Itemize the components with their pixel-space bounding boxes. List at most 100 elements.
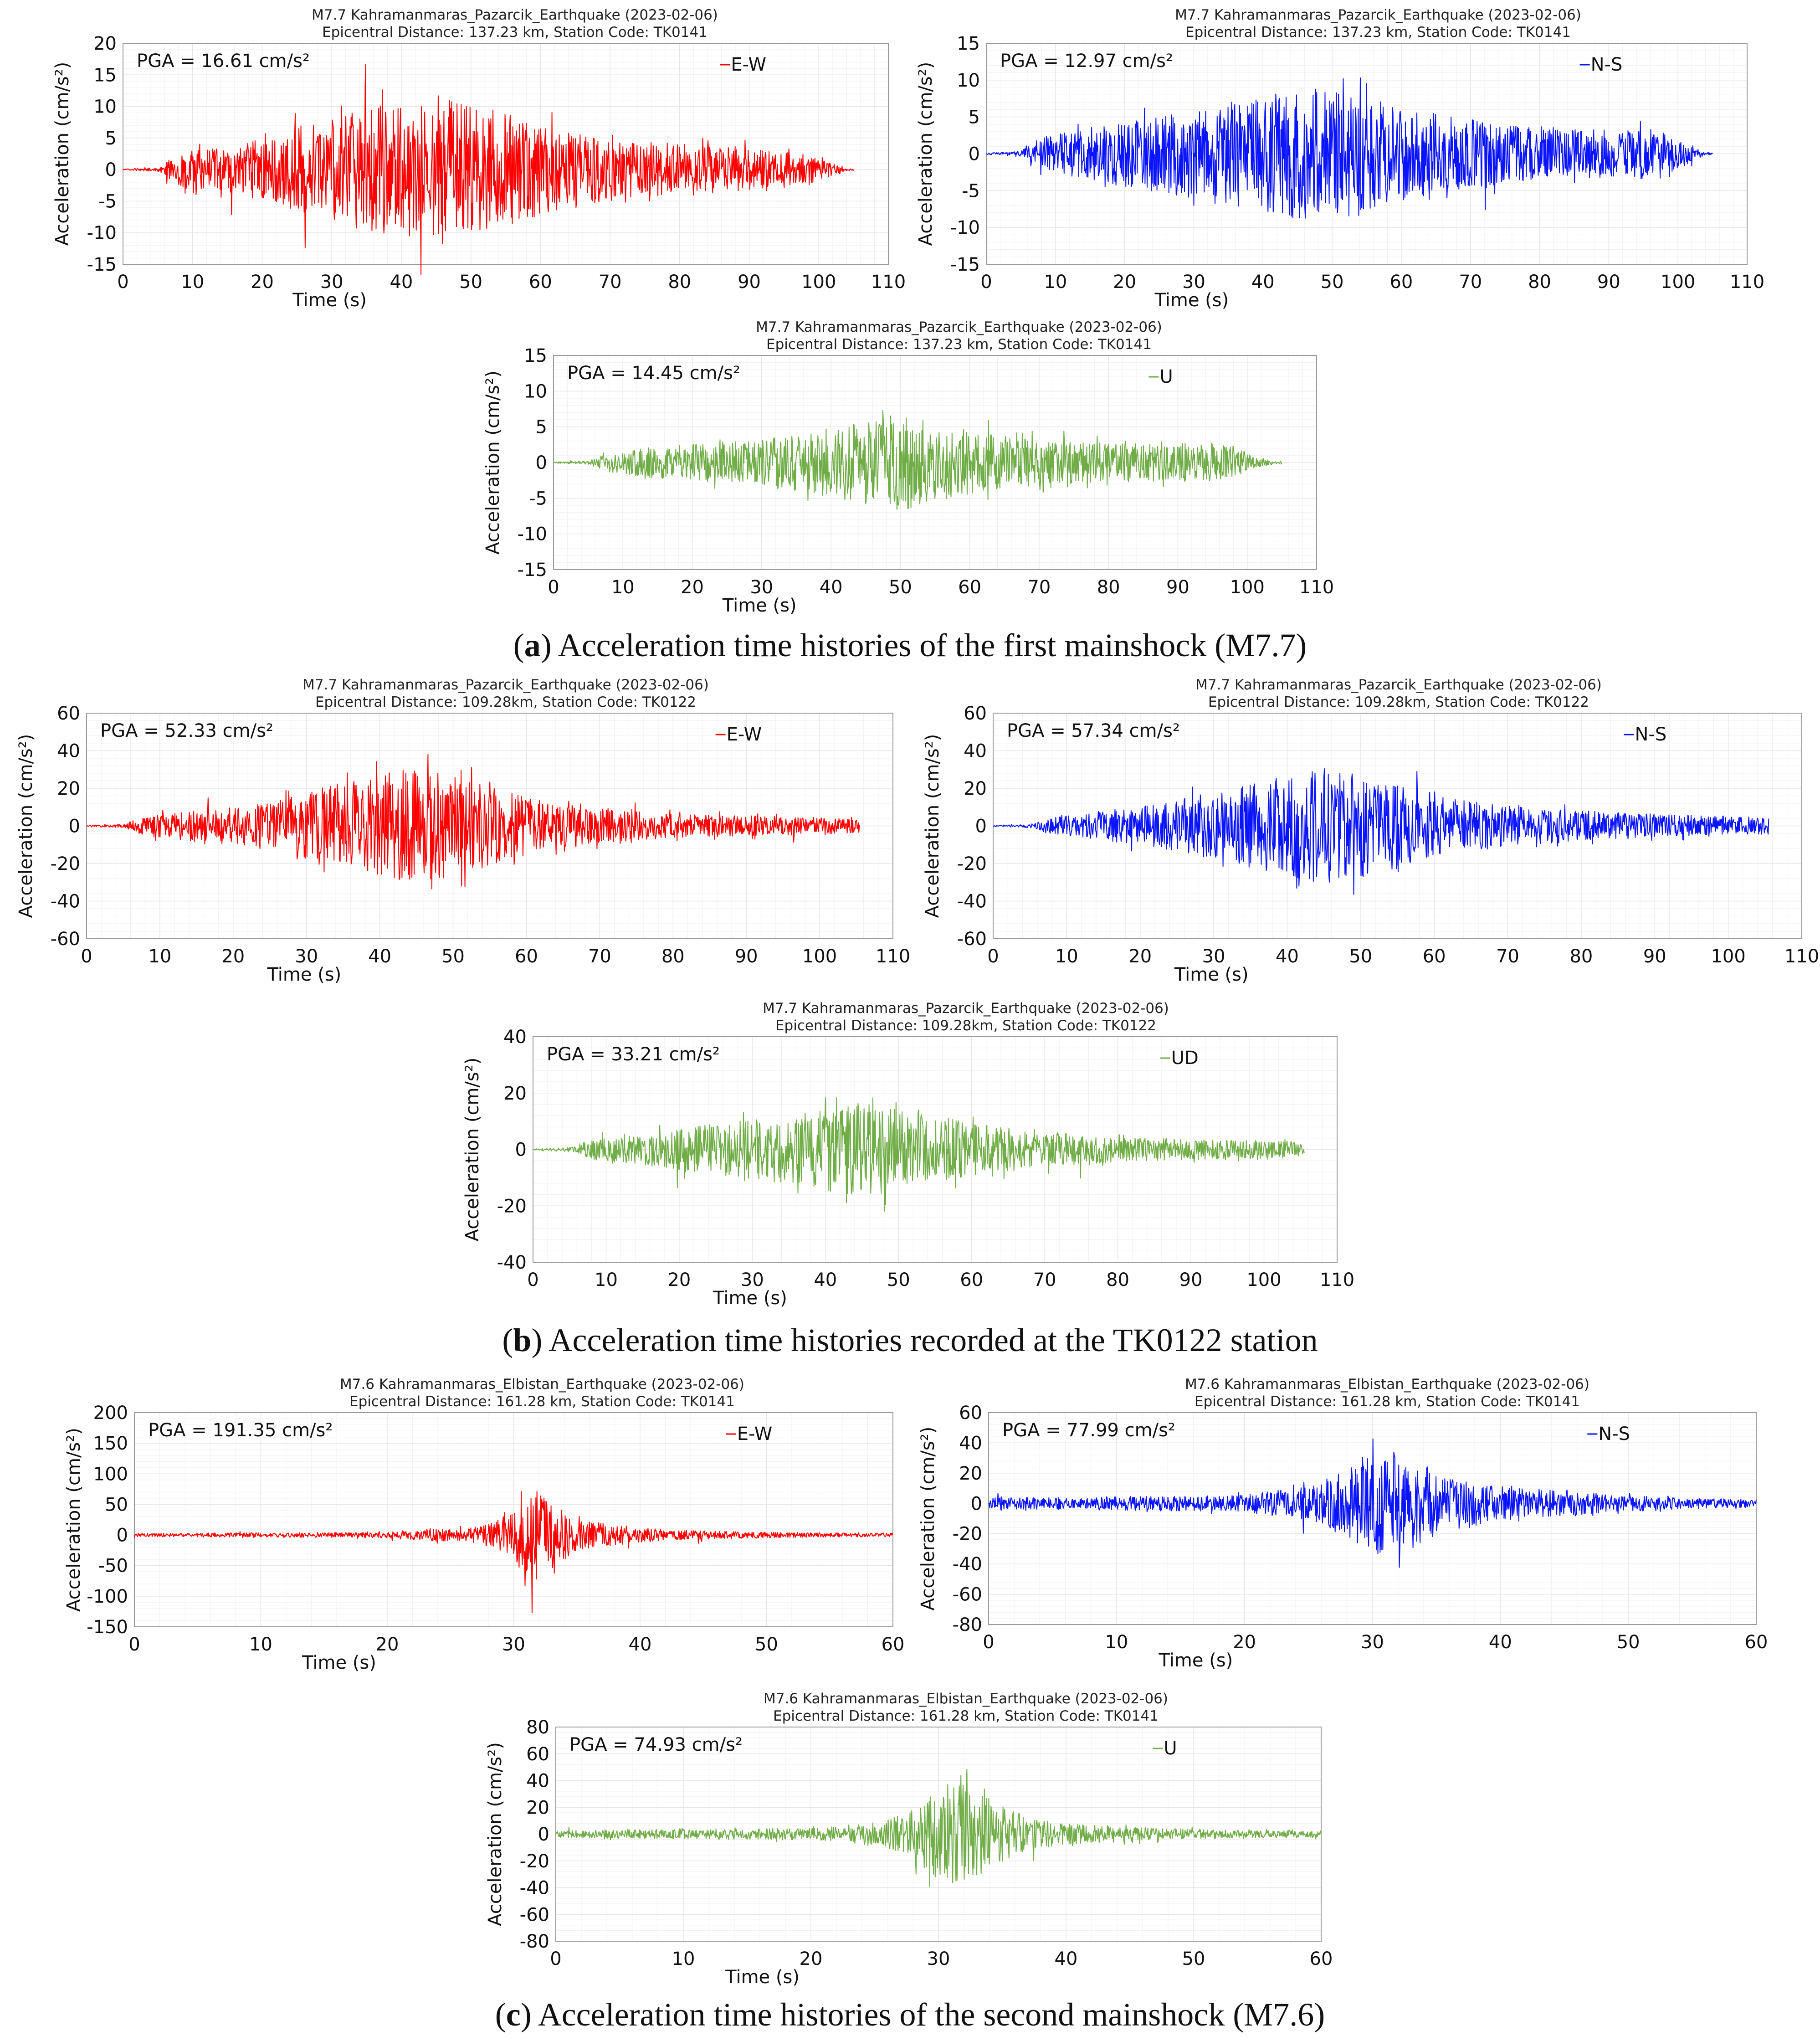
x-tick-label: 60 [1423,946,1446,967]
legend-label: UD [1171,1048,1199,1069]
x-tick-label: 30 [741,1270,764,1290]
x-tick-label: 110 [1730,272,1764,293]
y-tick-label: 0 [105,159,117,180]
y-tick-label: 20 [57,778,80,799]
x-tick-label: 50 [441,946,465,967]
x-tick-label: 10 [1044,272,1067,293]
y-tick-label: -5 [529,488,547,509]
y-tick-label: 60 [959,1403,982,1424]
y-axis-label: Acceleration (cm/s²) [918,1427,938,1611]
x-tick-label: 60 [960,1270,983,1290]
y-tick-label: -20 [520,1851,549,1872]
x-tick-label: 100 [1230,577,1265,598]
x-tick-label: 20 [1128,946,1152,967]
x-tick-label: 0 [548,577,559,598]
series-line-ud [533,1097,1305,1212]
chart-b3: M7.7 Kahramanmaras_Pazarcik_Earthquake (… [462,1000,1354,1309]
caption-b: (b) Acceleration time histories recorded… [502,1322,1318,1358]
chart-title: M7.7 Kahramanmaras_Pazarcik_Earthquake (… [302,677,709,693]
x-tick-label: 60 [1389,272,1413,293]
chart-title: M7.7 Kahramanmaras_Pazarcik_Earthquake (… [763,1000,1169,1017]
legend-label: U [1160,366,1173,387]
chart-title: M7.7 Kahramanmaras_Pazarcik_Earthquake (… [1195,677,1602,693]
x-tick-label: 30 [1182,272,1205,293]
x-tick-label: 50 [755,1634,778,1655]
chart-title: M7.7 Kahramanmaras_Pazarcik_Earthquake (… [756,319,1162,335]
x-tick-label: 20 [376,1634,399,1655]
y-tick-label: 5 [969,107,980,128]
x-tick-label: 70 [1459,272,1482,293]
x-tick-label: 30 [927,1948,950,1969]
y-tick-label: -80 [520,1931,549,1952]
x-tick-label: 10 [611,577,635,598]
y-tick-label: -5 [98,191,117,212]
y-tick-label: 0 [975,816,987,837]
y-tick-label: -40 [497,1252,527,1273]
caption-c: (c) Acceleration time histories of the s… [495,1996,1325,2033]
series-line-n-s [988,1438,1757,1568]
x-tick-label: 110 [1299,577,1334,598]
x-tick-label: 30 [1361,1632,1384,1653]
x-tick-label: 10 [148,946,171,967]
x-tick-label: 30 [320,272,343,293]
y-tick-label: -60 [953,1584,982,1605]
series-line-u [553,410,1282,510]
x-tick-label: 60 [515,946,538,967]
x-tick-label: 90 [1179,1270,1203,1290]
x-axis-label: Time (s) [713,1288,787,1309]
x-tick-label: 110 [871,272,906,293]
legend-label: N-S [1598,1424,1630,1445]
series-line-e-w [123,64,854,275]
y-tick-label: -150 [87,1617,128,1638]
y-tick-label: 100 [93,1464,128,1485]
x-tick-label: 110 [1784,946,1819,967]
y-tick-label: -50 [98,1556,128,1577]
x-tick-label: 40 [1489,1632,1512,1653]
x-tick-label: 10 [672,1948,695,1969]
y-axis-label: Acceleration (cm/s²) [462,1058,483,1242]
x-axis-label: Time (s) [722,595,797,616]
pga-annotation: PGA = 52.33 cm/s² [100,720,273,741]
x-tick-label: 0 [117,272,128,293]
y-axis-label: Acceleration (cm/s²) [482,370,503,555]
x-tick-label: 20 [1113,272,1136,293]
chart-a1: M7.7 Kahramanmaras_Pazarcik_Earthquake (… [52,7,906,311]
caption-a: (a) Acceleration time histories of the f… [513,627,1307,663]
chart-title: M7.6 Kahramanmaras_Elbistan_Earthquake (… [1185,1376,1589,1393]
series-line-e-w [134,1491,893,1614]
x-tick-label: 10 [181,272,204,293]
x-tick-label: 40 [368,946,391,967]
x-tick-label: 70 [588,946,611,967]
x-axis-label: Time (s) [1159,1650,1233,1671]
pga-annotation: PGA = 77.99 cm/s² [1002,1420,1175,1441]
y-tick-label: 0 [69,816,80,837]
y-tick-label: 0 [117,1525,128,1546]
x-tick-label: 40 [1055,1948,1078,1969]
chart-subtitle: Epicentral Distance: 109.28km, Station C… [1208,694,1589,710]
x-tick-label: 50 [1617,1632,1640,1653]
legend-label: E-W [737,1424,773,1445]
y-tick-label: 15 [524,345,547,366]
x-tick-label: 80 [1106,1270,1129,1290]
pga-annotation: PGA = 12.97 cm/s² [1000,51,1173,72]
plot-frame [123,43,889,265]
x-tick-label: 80 [1528,272,1551,293]
y-axis-label: Acceleration (cm/s²) [915,62,936,246]
x-tick-label: 30 [295,946,318,967]
y-tick-label: 15 [93,65,117,86]
pga-annotation: PGA = 14.45 cm/s² [567,363,740,384]
x-axis-label: Time (s) [1174,964,1249,985]
y-tick-label: -40 [953,1554,982,1575]
x-tick-label: 40 [1276,946,1299,967]
pga-annotation: PGA = 33.21 cm/s² [547,1044,720,1065]
x-axis-label: Time (s) [292,290,367,311]
y-tick-label: -60 [51,929,80,950]
x-tick-label: 60 [529,272,552,293]
y-axis-label: Acceleration (cm/s²) [52,62,73,246]
y-tick-label: 10 [957,70,980,91]
y-tick-label: 10 [524,381,547,402]
y-tick-label: 5 [105,128,117,149]
x-tick-label: 50 [459,272,482,293]
x-tick-label: 90 [1166,577,1189,598]
